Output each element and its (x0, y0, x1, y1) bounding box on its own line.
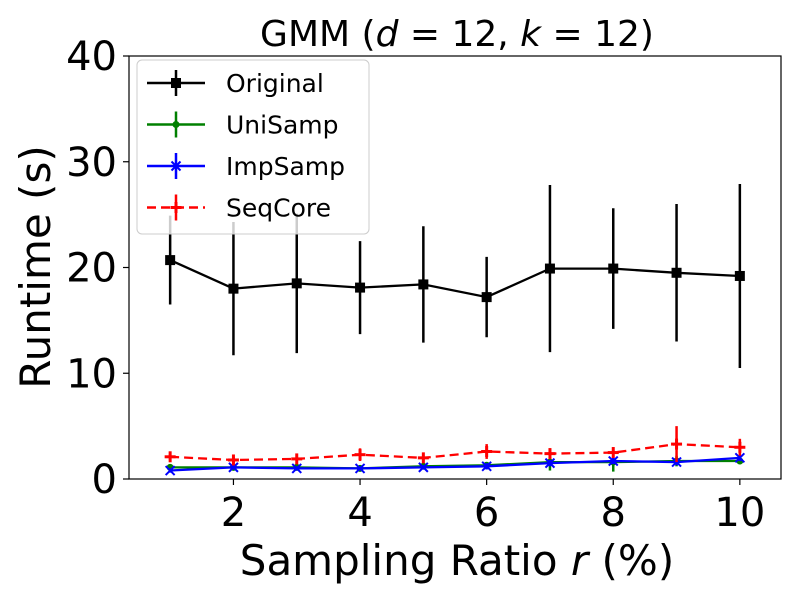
data-point (165, 255, 176, 266)
data-point (354, 463, 366, 474)
legend-entry-unisamp: UniSamp (147, 111, 339, 140)
data-point (228, 462, 239, 473)
y-axis-label: Runtime (s) (11, 145, 60, 388)
data-point (544, 263, 555, 274)
legend-marker (171, 78, 181, 88)
data-point (481, 461, 492, 472)
legend-marker (172, 121, 180, 128)
axis-ticks: 2 4 6 8 10 0 10 20 30 40 (66, 34, 765, 536)
x-axis-label: Sampling Ratio r (%) (240, 536, 674, 585)
series-impsamp (164, 452, 746, 476)
data-point (607, 447, 619, 459)
data-point (734, 441, 746, 453)
plot-area (164, 183, 746, 476)
x-tick-label: 8 (601, 490, 626, 536)
data-point (608, 455, 619, 467)
x-tick-label: 6 (474, 490, 499, 536)
x-tick-label: 4 (347, 490, 372, 536)
data-point (228, 283, 239, 294)
x-tick-label: 10 (714, 490, 765, 536)
data-point (164, 451, 176, 463)
y-tick-label: 40 (66, 34, 117, 80)
legend-label: UniSamp (226, 111, 339, 140)
series-line (170, 456, 740, 472)
data-point (417, 452, 429, 464)
data-point (608, 263, 619, 274)
x-tick-label: 2 (221, 490, 246, 536)
series-seqcore (164, 426, 746, 466)
y-tick-label: 10 (66, 351, 117, 397)
legend-label: SeqCore (226, 194, 331, 223)
data-point (291, 278, 302, 289)
legend-entry-impsamp: ImpSamp (147, 152, 345, 181)
data-point (355, 282, 366, 293)
series-line (170, 442, 740, 462)
legend: Original UniSamp ImpSamp SeqCore (136, 59, 370, 235)
data-point (354, 449, 366, 461)
legend-label: ImpSamp (226, 152, 345, 181)
legend-entry-original: Original (147, 69, 324, 98)
legend-label: Original (226, 69, 324, 98)
y-tick-label: 30 (66, 140, 117, 186)
y-tick-label: 0 (92, 457, 117, 503)
data-point (544, 448, 556, 460)
data-point (227, 454, 239, 466)
legend-frame (136, 59, 370, 235)
data-point (481, 446, 493, 458)
data-point (418, 279, 429, 290)
data-point (418, 462, 429, 473)
series-line (169, 259, 740, 299)
data-point (671, 267, 682, 278)
legend-marker (170, 160, 182, 172)
data-point (481, 292, 492, 303)
data-point (291, 463, 302, 474)
data-point (671, 438, 683, 450)
data-point (544, 457, 556, 469)
data-point (291, 453, 303, 465)
y-tick-label: 20 (66, 246, 117, 292)
data-point (164, 465, 176, 476)
chart-title: GMM (d = 12, k = 12) (260, 14, 654, 55)
data-point (734, 270, 745, 281)
legend-marker (170, 202, 182, 213)
data-point (734, 452, 746, 464)
series-original (165, 183, 745, 368)
legend-entry-seqcore: SeqCore (147, 194, 331, 223)
